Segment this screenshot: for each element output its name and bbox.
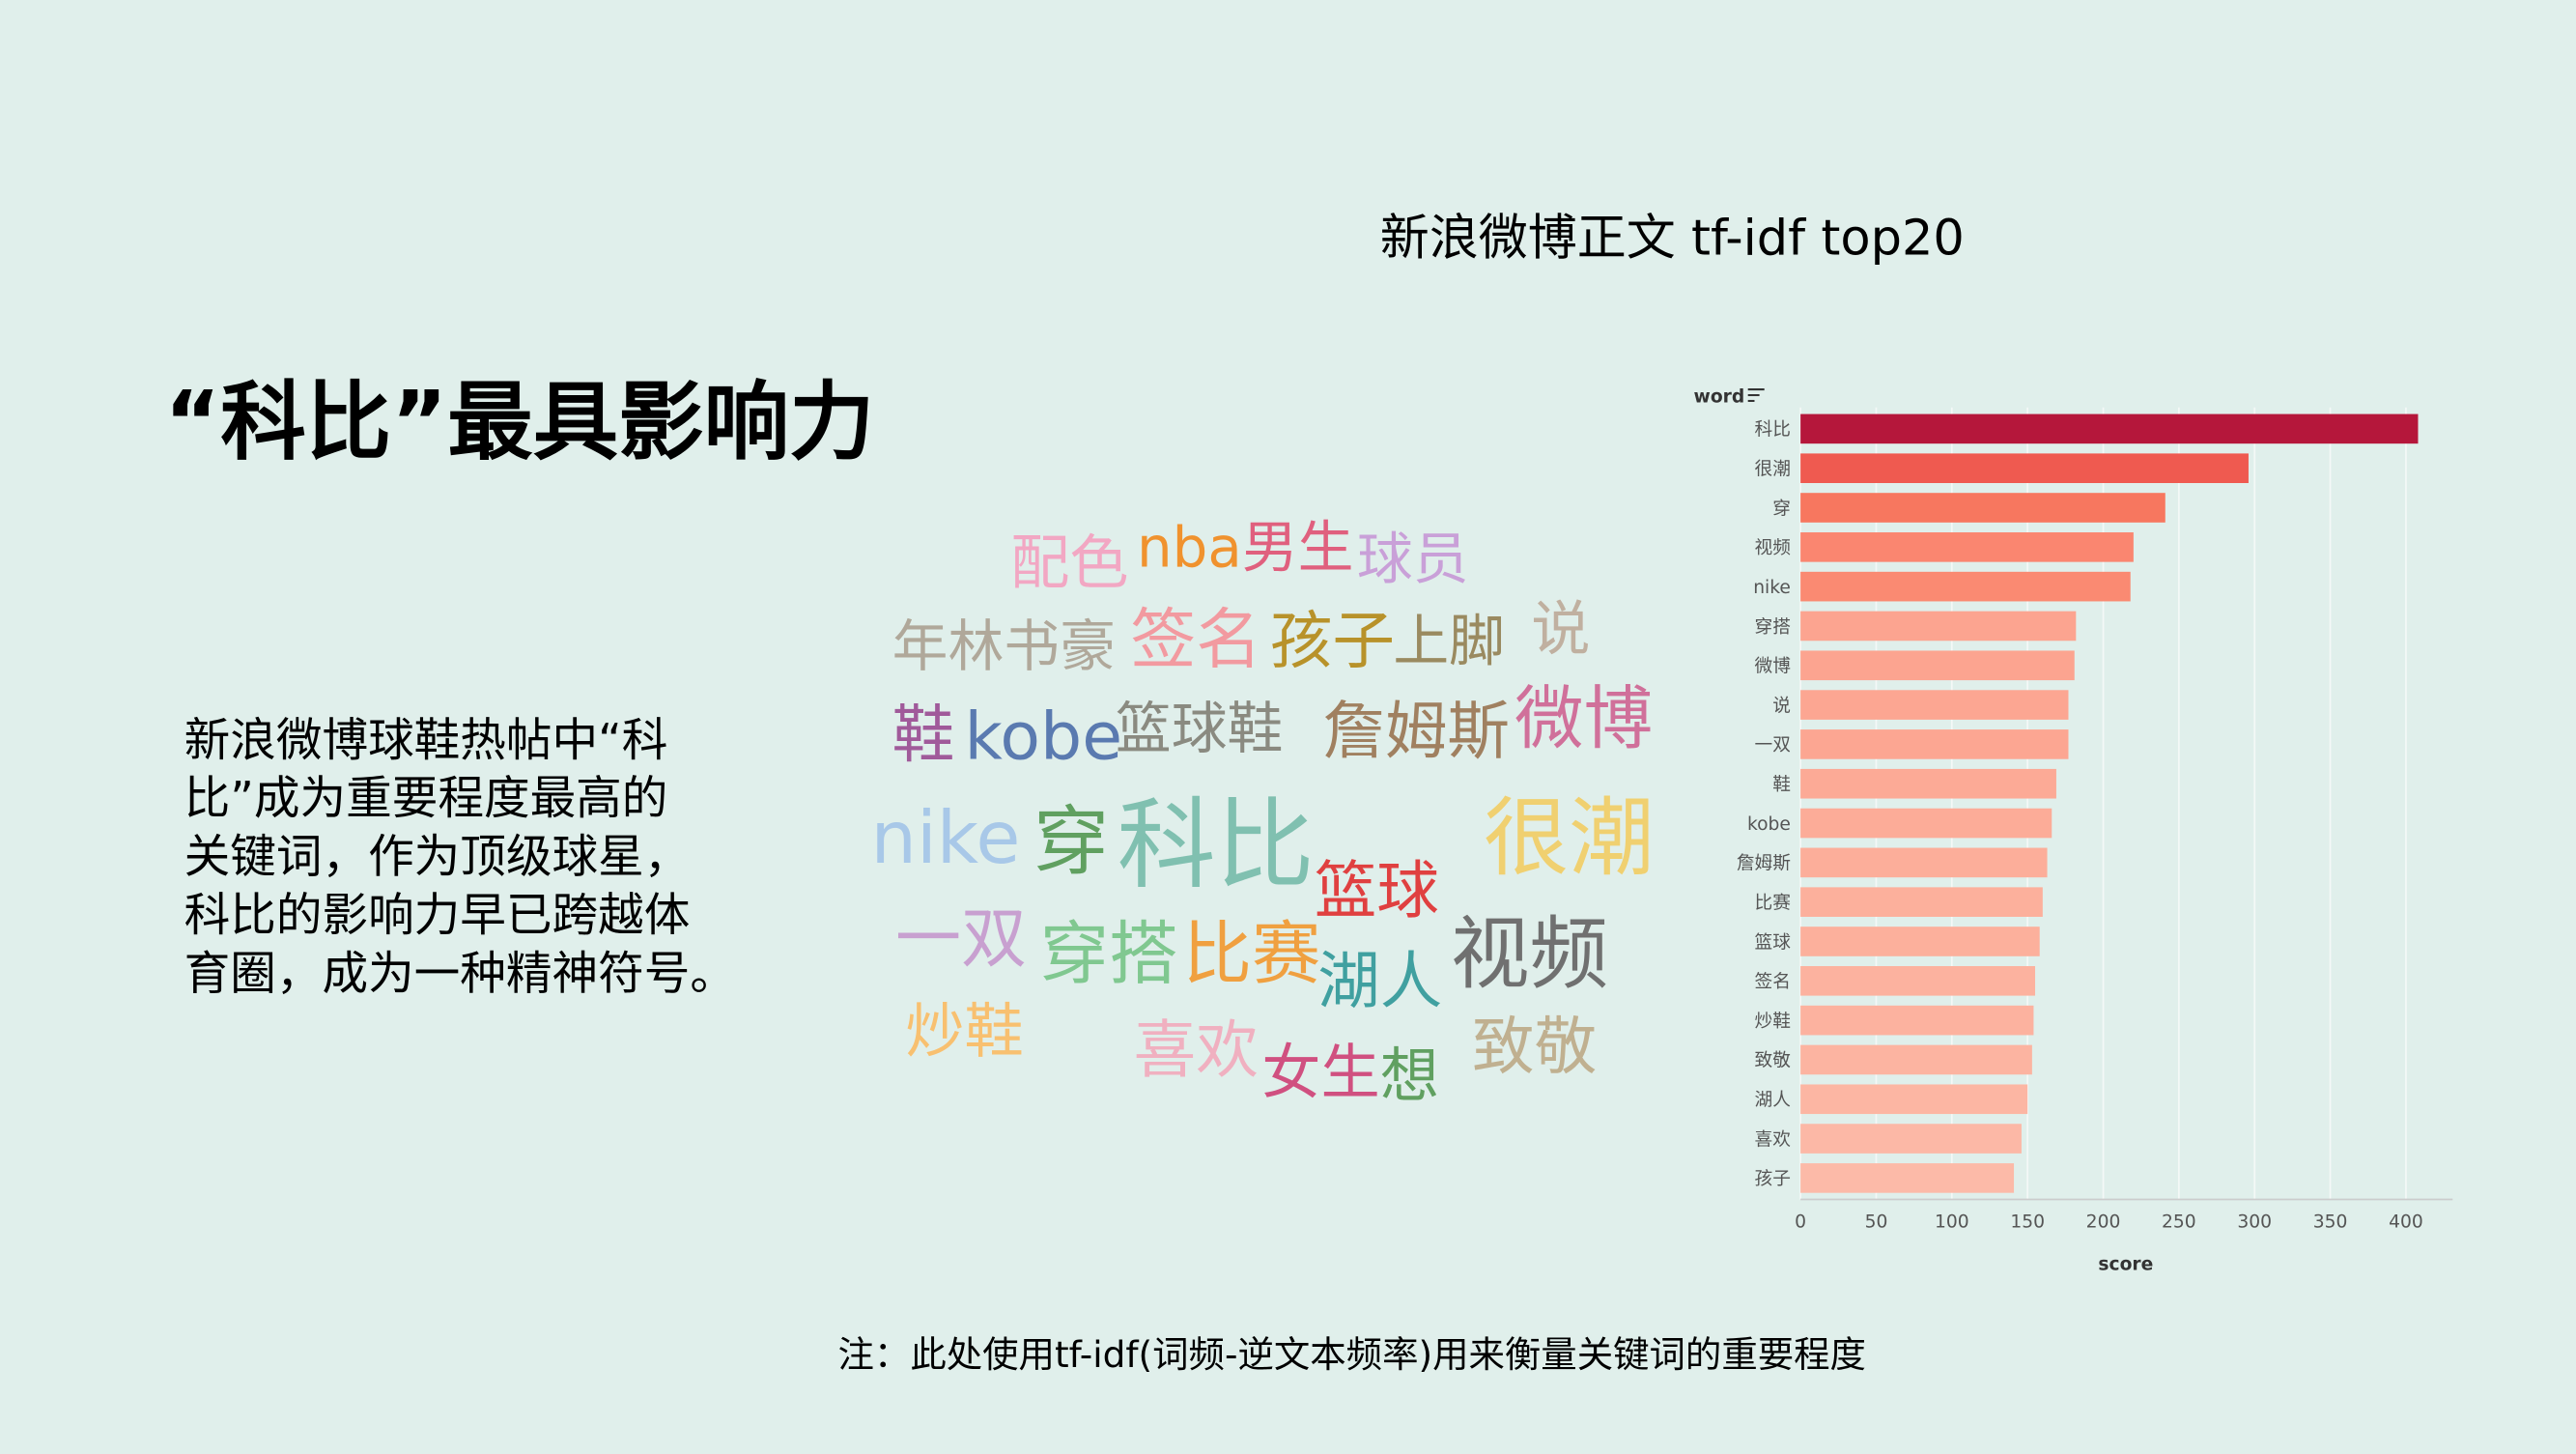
y-tick-label: 喜欢 [1755, 1129, 1792, 1150]
cloud-word: 签名 [1130, 602, 1261, 678]
cloud-word: 微博 [1514, 679, 1653, 759]
body-text: 比”成为重要程度最高的 [184, 773, 668, 826]
bar [1800, 611, 2077, 641]
body-text: 关键词，作为顶级球星， [184, 831, 691, 884]
y-tick-label: 说 [1772, 696, 1791, 716]
y-tick-label: 穿搭 [1755, 617, 1792, 638]
y-tick-label: kobe [1747, 814, 1791, 835]
cloud-word: 孩子 [1270, 605, 1395, 677]
cloud-word: 科比 [1118, 788, 1315, 903]
x-tick-label: 150 [2010, 1212, 2045, 1232]
cloud-word: 想 [1380, 1041, 1439, 1110]
bar [1800, 571, 2131, 602]
cloud-word: 鞋 [892, 698, 955, 771]
y-tick-label: 视频 [1755, 538, 1792, 558]
bar [1800, 453, 2249, 483]
body-text: 育圈，成为一种精神符号。 [184, 948, 736, 1001]
cloud-word: 篮球鞋 [1116, 696, 1283, 761]
body-text: 科比的影响力早已跨越体 [184, 889, 691, 942]
cloud-word: 球员 [1357, 527, 1469, 592]
cloud-word: 说 [1531, 595, 1590, 664]
cloud-word: 男生 [1242, 515, 1354, 581]
bar [1800, 729, 2069, 759]
y-tick-label: 很潮 [1755, 459, 1791, 479]
cloud-word: 视频 [1451, 908, 1608, 1000]
y-tick-label: 穿 [1772, 499, 1791, 519]
bar [1800, 887, 2043, 917]
bar [1800, 532, 2134, 562]
cloud-word: 女生 [1261, 1039, 1379, 1107]
x-tick-label: 300 [2237, 1212, 2272, 1232]
y-tick-label: 一双 [1755, 735, 1791, 756]
y-tick-label: 致敬 [1755, 1051, 1792, 1071]
y-tick-label: 詹姆斯 [1737, 854, 1791, 874]
y-tick-label: nike [1753, 578, 1791, 598]
cloud-word: 配色 [1010, 529, 1128, 598]
cloud-word: 很潮 [1484, 788, 1655, 888]
x-tick-label: 350 [2313, 1212, 2348, 1232]
slide-title: “科比”最具影响力 [164, 373, 874, 472]
y-tick-label: 微博 [1755, 657, 1792, 677]
cloud-word: 穿 [1033, 798, 1109, 886]
y-tick-label: 科比 [1755, 420, 1791, 441]
bar [1800, 650, 2075, 681]
x-tick-label: 400 [2389, 1212, 2423, 1232]
cloud-word: 一双 [895, 901, 1027, 978]
cloud-word: 篮球 [1315, 855, 1439, 927]
bar [1800, 1163, 2015, 1193]
cloud-word: 詹姆斯 [1322, 696, 1510, 768]
cloud-word: 上脚 [1393, 609, 1505, 674]
bar [1800, 847, 2048, 878]
y-tick-label: 鞋 [1772, 775, 1791, 795]
bar [1800, 413, 2419, 444]
chart-title: 新浪微博正文 tf-idf top20 [1380, 211, 1965, 268]
y-tick-label: 孩子 [1755, 1169, 1791, 1189]
body-text: 新浪微博球鞋热帖中“科 [184, 714, 668, 767]
cloud-word: nba [1137, 515, 1242, 581]
x-axis-label: score [2098, 1255, 2153, 1275]
y-axis-label: word [1694, 387, 1745, 408]
x-tick-label: 250 [2162, 1212, 2196, 1232]
bar [1800, 1005, 2034, 1036]
bar [1800, 808, 2052, 839]
cloud-word: 喜欢 [1134, 1014, 1259, 1087]
y-tick-label: 篮球 [1755, 932, 1792, 953]
cloud-word: nike [871, 796, 1021, 880]
y-tick-label: 签名 [1755, 972, 1791, 992]
bar [1800, 690, 2069, 720]
x-tick-label: 200 [2086, 1212, 2121, 1232]
x-tick-label: 100 [1935, 1212, 1969, 1232]
bar [1800, 768, 2056, 799]
y-tick-label: 炒鞋 [1755, 1012, 1791, 1032]
note: 注：此处使用tf-idf(词频-逆文本频率)用来衡量关键词的重要程度 [838, 1333, 1866, 1376]
cloud-word: 年林书豪 [892, 613, 1116, 679]
y-tick-label: 比赛 [1755, 893, 1792, 913]
cloud-word: 湖人 [1317, 945, 1442, 1017]
sort-icon [1747, 388, 1765, 402]
bar [1800, 1124, 2022, 1154]
bar [1800, 1044, 2032, 1075]
bar [1800, 493, 2166, 523]
cloud-word: 致敬 [1472, 1011, 1597, 1083]
cloud-word: 穿搭 [1040, 914, 1178, 994]
cloud-word: kobe [964, 699, 1122, 776]
bar [1800, 966, 2036, 996]
bar [1800, 927, 2040, 956]
y-tick-label: 湖人 [1755, 1091, 1792, 1111]
bar [1800, 1084, 2028, 1115]
cloud-word: 炒鞋 [905, 997, 1023, 1066]
x-tick-label: 50 [1865, 1212, 1888, 1232]
x-tick-label: 0 [1795, 1212, 1806, 1232]
cloud-word: 比赛 [1183, 914, 1321, 994]
